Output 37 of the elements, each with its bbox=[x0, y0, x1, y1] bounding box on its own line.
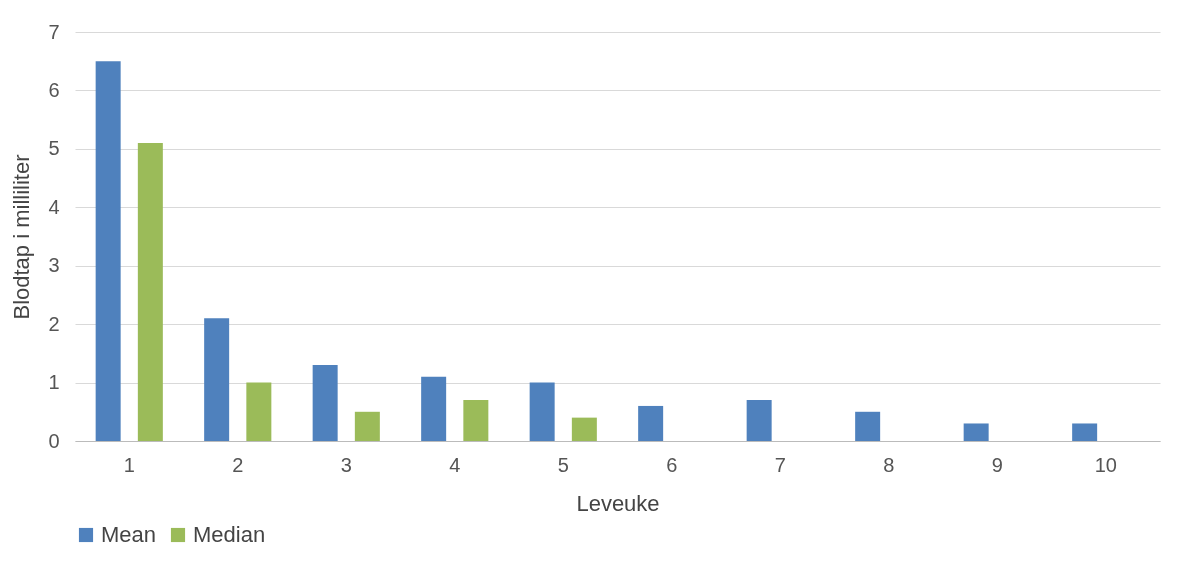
bar bbox=[963, 423, 989, 441]
y-tick-label: 0 bbox=[48, 429, 60, 452]
bar bbox=[855, 411, 881, 441]
x-tick-label: 5 bbox=[557, 453, 569, 476]
legend-label: Mean bbox=[101, 522, 157, 547]
bar bbox=[204, 318, 230, 441]
y-tick-label: 3 bbox=[48, 254, 60, 277]
bar bbox=[95, 61, 121, 441]
y-tick-label: 7 bbox=[48, 20, 60, 43]
x-tick-label: 10 bbox=[1094, 453, 1117, 476]
bar bbox=[638, 405, 664, 441]
x-tick-label: 2 bbox=[232, 453, 244, 476]
bar bbox=[529, 382, 555, 441]
bar bbox=[137, 143, 163, 441]
bar bbox=[571, 417, 597, 441]
bar bbox=[463, 400, 489, 441]
legend-label: Median bbox=[193, 522, 266, 547]
x-tick-label: 3 bbox=[340, 453, 352, 476]
bar bbox=[354, 411, 380, 441]
y-axis-title: Blodtap i milliliter bbox=[9, 154, 35, 320]
x-tick-label: 9 bbox=[991, 453, 1003, 476]
x-tick-label: 8 bbox=[883, 453, 895, 476]
x-tick-label: 7 bbox=[774, 453, 786, 476]
y-tick-label: 1 bbox=[48, 371, 60, 394]
bar bbox=[746, 400, 772, 441]
x-tick-label: 6 bbox=[666, 453, 678, 476]
y-tick-label: 4 bbox=[48, 195, 60, 218]
bar bbox=[1072, 423, 1098, 441]
y-tick-label: 6 bbox=[48, 78, 60, 101]
bar bbox=[421, 376, 447, 441]
bar bbox=[246, 382, 272, 441]
y-tick-label: 2 bbox=[48, 312, 60, 335]
y-tick-label: 5 bbox=[48, 137, 60, 160]
x-axis-title: Leveuke bbox=[576, 490, 660, 516]
x-tick-label: 4 bbox=[449, 453, 461, 476]
bar bbox=[312, 365, 338, 441]
x-tick-label: 1 bbox=[123, 453, 135, 476]
